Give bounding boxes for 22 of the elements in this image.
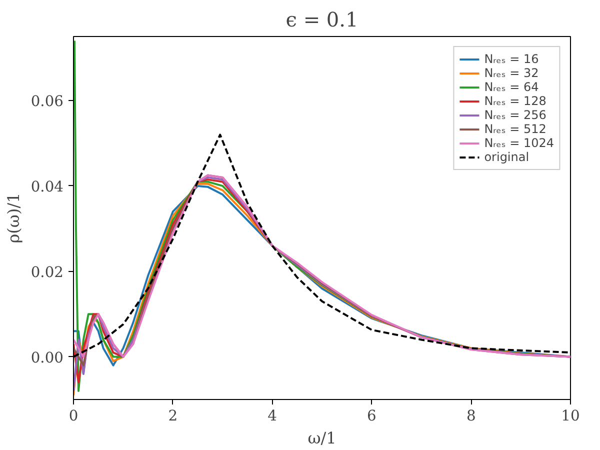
x-tick-label: 10 — [561, 408, 580, 424]
y-tick-label: 0.00 — [30, 349, 64, 366]
x-tick-label: 0 — [68, 408, 78, 424]
legend-label: Nᵣₑₛ = 32 — [484, 66, 539, 80]
x-tick-label: 8 — [466, 408, 476, 424]
y-tick-label: 0.06 — [30, 93, 64, 110]
x-tick-label: 6 — [367, 408, 376, 424]
y-tick-label: 0.02 — [30, 264, 64, 281]
legend-label: Nᵣₑₛ = 16 — [484, 52, 539, 66]
x-tick-label: 4 — [268, 408, 277, 424]
legend-label: Nᵣₑₛ = 128 — [484, 94, 546, 108]
legend-label: Nᵣₑₛ = 64 — [484, 80, 539, 94]
legend-label: original — [484, 150, 530, 164]
y-axis-title: ρ(ω)/1 — [4, 192, 23, 244]
x-axis-title: ω/1 — [308, 428, 336, 448]
chart-title: ϵ = 0.1 — [286, 8, 358, 32]
line-series — [74, 40, 570, 392]
legend-label: Nᵣₑₛ = 1024 — [484, 136, 554, 150]
y-tick-label: 0.04 — [30, 178, 64, 196]
x-tick-label: 2 — [168, 408, 178, 424]
legend-label: Nᵣₑₛ = 256 — [484, 108, 546, 122]
legend-label: Nᵣₑₛ = 512 — [484, 122, 546, 136]
